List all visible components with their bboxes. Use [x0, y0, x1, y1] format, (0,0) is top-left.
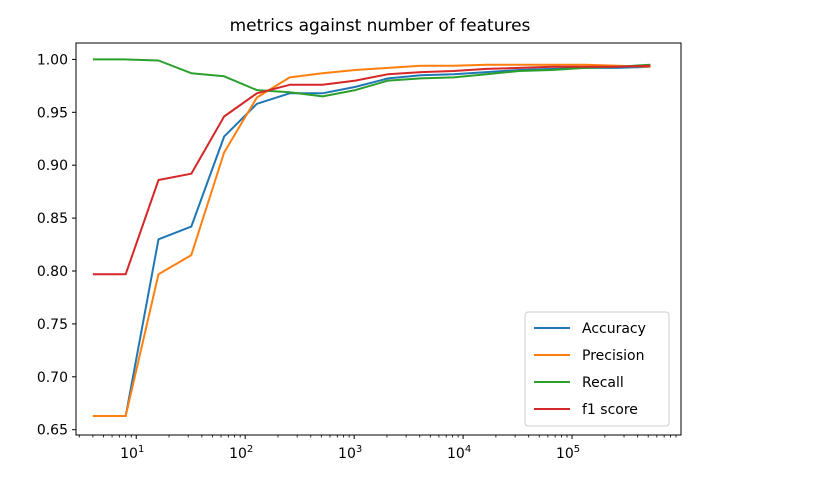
- series-line-precision: [92, 63, 651, 417]
- legend-label-accuracy: Accuracy: [582, 321, 646, 337]
- plot-area: [75, 42, 682, 436]
- y-tick-label: 0.95: [37, 105, 68, 121]
- y-tick-label: 0.70: [37, 370, 68, 386]
- y-tick-label: 0.80: [37, 264, 68, 280]
- series-line-f1-score: [92, 64, 651, 276]
- legend-label-recall: Recall: [582, 375, 624, 391]
- chart-title: metrics against number of features: [230, 16, 531, 36]
- y-axis: 0.65 0.70 0.75 0.80 0.85 0.90 0.95 1.00: [37, 52, 76, 439]
- legend-label-f1-score: f1 score: [582, 402, 638, 418]
- y-tick-label: 0.65: [37, 423, 68, 439]
- y-tick-label: 0.85: [37, 211, 68, 227]
- series-line-recall: [92, 58, 651, 98]
- legend-label-precision: Precision: [582, 348, 644, 364]
- plot-frame: [75, 42, 682, 436]
- y-tick-label: 0.90: [37, 158, 68, 174]
- series-group: [92, 58, 651, 417]
- y-tick-label: 1.00: [37, 52, 68, 68]
- y-tick-label: 0.75: [37, 317, 68, 333]
- legend: Accuracy Precision Recall f1 score: [524, 311, 670, 427]
- legend-box: [524, 311, 670, 427]
